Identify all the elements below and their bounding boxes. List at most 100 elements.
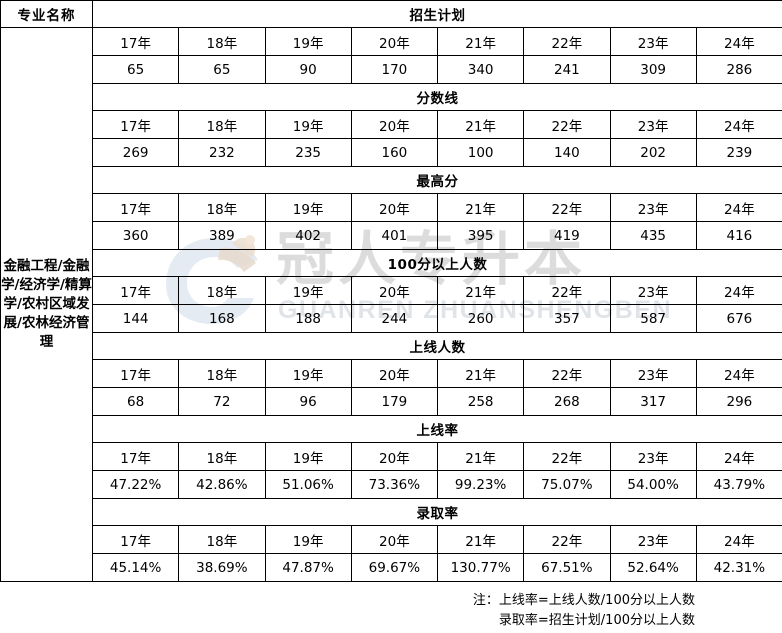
year-cell: 20年 <box>350 442 439 471</box>
year-cell: 24年 <box>695 525 782 554</box>
value-cell-highest-score: 419 <box>523 221 611 250</box>
table-row: 360 389 402 401 395 419 435 416 <box>1 221 782 250</box>
value-cell-above-line-count: 72 <box>178 387 266 416</box>
value-cell-admission-rate: 130.77% <box>436 553 525 582</box>
year-cell: 19年 <box>264 525 352 554</box>
year-cell: 22年 <box>523 276 611 305</box>
year-cell: 19年 <box>264 442 352 471</box>
section-band-row: 分数线 <box>1 83 782 111</box>
value-cell-highest-score: 389 <box>178 221 266 250</box>
section-title-enrollment-plan: 招生计划 <box>92 0 782 28</box>
year-header-row: 17年 18年 19年 20年 21年 22年 23年 24年 <box>1 359 782 388</box>
year-cell: 21年 <box>436 193 525 222</box>
year-cell: 22年 <box>523 525 611 554</box>
value-cell-score-line: 235 <box>264 138 352 167</box>
table-row: 45.14% 38.69% 47.87% 69.67% 130.77% 67.51% 52.… <box>1 553 782 582</box>
header-row: 专业名称 招生计划 <box>0 0 782 28</box>
year-cell: 24年 <box>695 193 782 222</box>
year-cell: 22年 <box>523 359 611 388</box>
table-row: 47.22% 42.86% 51.06% 73.36% 99.23% 75.07% 54.0… <box>1 470 782 499</box>
year-cell: 18年 <box>178 359 266 388</box>
table-row: 269 232 235 160 100 140 202 239 <box>1 138 782 167</box>
year-cell: 24年 <box>695 442 782 471</box>
value-cell-above-line-count: 296 <box>695 387 782 416</box>
value-cell-above-100-count: 676 <box>695 304 782 333</box>
value-cell-above-100-count: 144 <box>91 304 180 333</box>
year-cell: 17年 <box>91 359 180 388</box>
value-cell-admission-rate: 52.64% <box>609 553 697 582</box>
value-cell-score-line: 269 <box>91 138 180 167</box>
year-cell: 21年 <box>436 442 525 471</box>
year-cell: 21年 <box>436 27 525 56</box>
year-cell: 21年 <box>436 110 525 139</box>
value-cell-above-line-rate: 99.23% <box>436 470 525 499</box>
year-cell: 24年 <box>695 110 782 139</box>
value-cell-admission-rate: 45.14% <box>91 553 180 582</box>
year-cell: 20年 <box>350 110 439 139</box>
section-title-highest-score: 最高分 <box>92 166 782 194</box>
year-header-row: 17年 18年 19年 20年 21年 22年 23年 24年 <box>1 110 782 139</box>
year-cell: 18年 <box>178 525 266 554</box>
value-cell-above-line-rate: 73.36% <box>350 470 439 499</box>
year-cell: 23年 <box>609 27 697 56</box>
value-cell-enrollment-plan: 65 <box>178 55 266 84</box>
year-cell: 18年 <box>178 442 266 471</box>
year-cell: 21年 <box>436 525 525 554</box>
year-cell: 19年 <box>264 110 352 139</box>
value-cell-enrollment-plan: 170 <box>350 55 439 84</box>
year-cell: 20年 <box>350 359 439 388</box>
year-cell: 19年 <box>264 359 352 388</box>
section-band-row: 100分以上人数 <box>1 249 782 277</box>
section-band-row: 上线人数 <box>1 332 782 360</box>
year-cell: 17年 <box>91 525 180 554</box>
value-cell-highest-score: 360 <box>91 221 180 250</box>
major-name-cell: 金融工程/金融学/经济学/精算学/农村区域发展/农林经济管理 <box>0 27 93 582</box>
year-cell: 24年 <box>695 359 782 388</box>
value-cell-score-line: 239 <box>695 138 782 167</box>
value-cell-above-line-rate: 51.06% <box>264 470 352 499</box>
section-band-row: 上线率 <box>1 415 782 443</box>
year-cell: 21年 <box>436 276 525 305</box>
year-cell: 18年 <box>178 110 266 139</box>
value-cell-above-100-count: 188 <box>264 304 352 333</box>
table-row: 65 65 90 170 340 241 309 286 <box>1 55 782 84</box>
section-title-above-line-count: 上线人数 <box>92 332 782 360</box>
year-cell: 19年 <box>264 276 352 305</box>
major-name-header: 专业名称 <box>0 0 93 28</box>
value-cell-score-line: 160 <box>350 138 439 167</box>
value-cell-above-line-count: 317 <box>609 387 697 416</box>
value-cell-highest-score: 401 <box>350 221 439 250</box>
value-cell-score-line: 140 <box>523 138 611 167</box>
admissions-statistics-table: 专业名称 招生计划 金融工程/金融学/经济学/精算学/农村区域发展/农林经济管理 17… <box>0 0 782 582</box>
year-cell: 20年 <box>350 193 439 222</box>
year-cell: 17年 <box>91 110 180 139</box>
value-cell-above-line-rate: 54.00% <box>609 470 697 499</box>
value-cell-enrollment-plan: 90 <box>264 55 352 84</box>
year-cell: 22年 <box>523 442 611 471</box>
year-cell: 18年 <box>178 27 266 56</box>
year-cell: 22年 <box>523 27 611 56</box>
year-cell: 21年 <box>436 359 525 388</box>
year-cell: 23年 <box>609 525 697 554</box>
year-header-row: 17年 18年 19年 20年 21年 22年 23年 24年 <box>1 276 782 305</box>
year-cell: 20年 <box>350 27 439 56</box>
year-cell: 18年 <box>178 276 266 305</box>
year-cell: 24年 <box>695 276 782 305</box>
section-title-score-line: 分数线 <box>92 83 782 111</box>
section-title-admission-rate: 录取率 <box>92 498 782 526</box>
section-title-above-100-count: 100分以上人数 <box>92 249 782 277</box>
year-cell: 22年 <box>523 110 611 139</box>
year-cell: 23年 <box>609 442 697 471</box>
year-header-row: 17年 18年 19年 20年 21年 22年 23年 24年 <box>1 525 782 554</box>
value-cell-admission-rate: 67.51% <box>523 553 611 582</box>
value-cell-enrollment-plan: 340 <box>436 55 525 84</box>
footnote: 注：上线率=上线人数/100分以上人数 录取率=招生计划/100分以上人数 <box>0 589 782 633</box>
value-cell-highest-score: 435 <box>609 221 697 250</box>
value-cell-enrollment-plan: 309 <box>609 55 697 84</box>
value-cell-score-line: 100 <box>436 138 525 167</box>
value-cell-above-line-rate: 42.86% <box>178 470 266 499</box>
value-cell-admission-rate: 47.87% <box>264 553 352 582</box>
year-cell: 17年 <box>91 193 180 222</box>
value-cell-above-line-rate: 75.07% <box>523 470 611 499</box>
